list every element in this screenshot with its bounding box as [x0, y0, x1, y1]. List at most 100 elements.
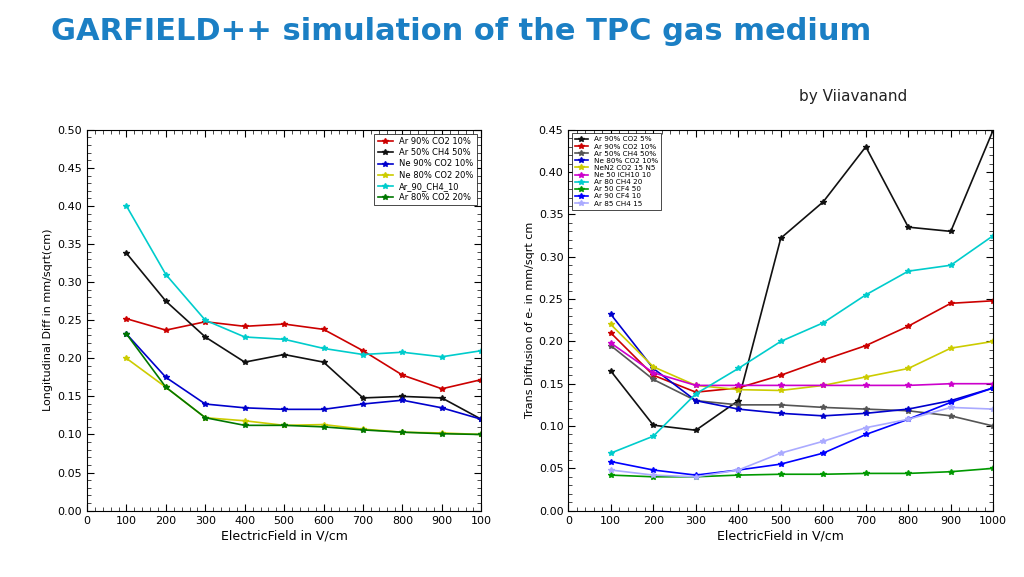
- Ar 80 CH4 20: [860, 291, 872, 298]
- Ne 80% CO2 10%: [944, 397, 956, 404]
- NeN2 CO2 15 N5: [987, 338, 999, 345]
- Ar 90% CO2 5%: [944, 228, 956, 235]
- NeN2 CO2 15 N5: [860, 373, 872, 380]
- Ne 80% CO2 20%: [279, 422, 291, 429]
- Ne 80% CO2 10%: [987, 384, 999, 391]
- Ar 90% CO2 10%: [817, 357, 829, 364]
- Ne 80% CO2 10%: [690, 397, 702, 404]
- Ar 50% CH4 50%: [902, 407, 914, 414]
- NeN2 CO2 15 N5: [690, 382, 702, 389]
- Ar 90% CO2 5%: [647, 422, 659, 429]
- Ar 80% CO2 20%: [317, 424, 330, 430]
- Ar 50 CF4 50: [902, 470, 914, 477]
- NeN2 CO2 15 N5: [647, 364, 659, 370]
- Ar 85 CH4 15: [647, 471, 659, 478]
- Ar_90_CH4_10: [436, 353, 449, 360]
- Line: Ar_90_CH4_10: Ar_90_CH4_10: [124, 203, 484, 359]
- Ar 90 CF4 10: [647, 467, 659, 474]
- Ar 90 CF4 10: [690, 471, 702, 478]
- Text: GARFIELD++ simulation of the TPC gas medium: GARFIELD++ simulation of the TPC gas med…: [51, 17, 871, 46]
- Ar 90% CO2 10%: [436, 385, 449, 392]
- Ar 80% CO2 20%: [396, 429, 409, 436]
- Ar 90% CO2 10%: [860, 342, 872, 349]
- Ar 50% CH4 50%: [774, 402, 786, 409]
- Ne 80% CO2 10%: [817, 413, 829, 419]
- NeN2 CO2 15 N5: [774, 387, 786, 394]
- Ne 50 iCH10 10: [604, 340, 616, 347]
- Ar 90% CO2 10%: [199, 319, 212, 325]
- Ar_90_CH4_10: [475, 347, 487, 354]
- Ar 85 CH4 15: [902, 416, 914, 423]
- Ar_90_CH4_10: [279, 336, 291, 343]
- Ar 50 CF4 50: [604, 471, 616, 478]
- Ar 80 CH4 20: [902, 268, 914, 275]
- Ar 90 CF4 10: [774, 460, 786, 467]
- Line: Ar 80 CH4 20: Ar 80 CH4 20: [608, 233, 996, 456]
- Ar 90% CO2 10%: [647, 372, 659, 379]
- Line: Ar 50% CH4 50%: Ar 50% CH4 50%: [608, 343, 996, 429]
- Ne 90% CO2 10%: [239, 404, 251, 411]
- Ar 80 CH4 20: [987, 232, 999, 239]
- Ar 80 CH4 20: [732, 365, 744, 372]
- Ar 85 CH4 15: [860, 424, 872, 431]
- Line: Ar 90% CO2 5%: Ar 90% CO2 5%: [608, 127, 996, 433]
- Ar 90 CF4 10: [817, 449, 829, 456]
- Ar 90% CO2 10%: [690, 389, 702, 396]
- Ar 90% CO2 10%: [774, 372, 786, 379]
- Ar 50% CH4 50%: [732, 402, 744, 409]
- Ar 80% CO2 20%: [357, 426, 370, 433]
- Line: NeN2 CO2 15 N5: NeN2 CO2 15 N5: [608, 322, 996, 394]
- Ar_90_CH4_10: [121, 203, 133, 209]
- Ar 80 CH4 20: [647, 433, 659, 440]
- NeN2 CO2 15 N5: [902, 365, 914, 372]
- Line: Ne 80% CO2 10%: Ne 80% CO2 10%: [608, 312, 996, 419]
- Ar 80% CO2 20%: [239, 422, 251, 429]
- Ar 90% CO2 10%: [357, 347, 370, 354]
- Ar 90% CO2 5%: [902, 224, 914, 231]
- Line: Ne 90% CO2 10%: Ne 90% CO2 10%: [124, 331, 484, 422]
- NeN2 CO2 15 N5: [944, 344, 956, 351]
- Ne 90% CO2 10%: [317, 406, 330, 413]
- Ne 50 iCH10 10: [732, 382, 744, 389]
- Ar 80% CO2 20%: [199, 414, 212, 421]
- Ar 85 CH4 15: [732, 467, 744, 474]
- Y-axis label: Trans Diffusion of e- in mm/sqrt cm: Trans Diffusion of e- in mm/sqrt cm: [524, 222, 535, 418]
- Ar 50% CH4 50%: [199, 334, 212, 340]
- Ne 80% CO2 10%: [860, 410, 872, 417]
- Ar 80 CH4 20: [774, 338, 786, 345]
- Ar 85 CH4 15: [987, 406, 999, 413]
- Legend: Ar 90% CO2 5%, Ar 90% CO2 10%, Ar 50% CH4 50%, Ne 80% CO2 10%, NeN2 CO2 15 N5, N: Ar 90% CO2 5%, Ar 90% CO2 10%, Ar 50% CH…: [572, 133, 660, 209]
- Ne 90% CO2 10%: [436, 404, 449, 411]
- Ne 90% CO2 10%: [199, 400, 212, 407]
- Ar 50% CH4 50%: [647, 376, 659, 383]
- Line: Ne 80% CO2 20%: Ne 80% CO2 20%: [124, 355, 484, 437]
- Ar 80% CO2 20%: [279, 422, 291, 429]
- Ar 90 CF4 10: [902, 416, 914, 423]
- Ar 90 CF4 10: [944, 399, 956, 406]
- Ar 50 CF4 50: [987, 465, 999, 472]
- Ar 90% CO2 10%: [732, 384, 744, 391]
- Ar 80 CH4 20: [604, 449, 616, 456]
- Ar 50% CH4 50%: [987, 422, 999, 429]
- Line: Ar 90 CF4 10: Ar 90 CF4 10: [608, 385, 996, 478]
- Ne 80% CO2 10%: [902, 406, 914, 413]
- Ar 90% CO2 10%: [475, 376, 487, 383]
- Ne 80% CO2 20%: [475, 431, 487, 438]
- Ne 80% CO2 10%: [604, 311, 616, 318]
- Ne 80% CO2 20%: [160, 384, 172, 391]
- Ar 90% CO2 10%: [317, 326, 330, 333]
- Ar 50% CH4 50%: [604, 342, 616, 349]
- Ne 90% CO2 10%: [357, 400, 370, 407]
- NeN2 CO2 15 N5: [817, 382, 829, 389]
- Y-axis label: Longitudinal Diff in mm/sqrt(cm): Longitudinal Diff in mm/sqrt(cm): [43, 229, 53, 411]
- Ar 50 CF4 50: [817, 471, 829, 478]
- Ar 90% CO2 10%: [604, 329, 616, 336]
- Ne 80% CO2 20%: [357, 426, 370, 433]
- Ar 50% CH4 50%: [279, 351, 291, 358]
- Ar 50% CH4 50%: [357, 395, 370, 402]
- X-axis label: ElectricField in V/cm: ElectricField in V/cm: [221, 530, 347, 543]
- Ar 80% CO2 20%: [121, 331, 133, 338]
- Ar 50 CF4 50: [944, 469, 956, 475]
- Line: Ar 85 CH4 15: Ar 85 CH4 15: [608, 404, 996, 479]
- Line: Ar 80% CO2 20%: Ar 80% CO2 20%: [124, 331, 484, 437]
